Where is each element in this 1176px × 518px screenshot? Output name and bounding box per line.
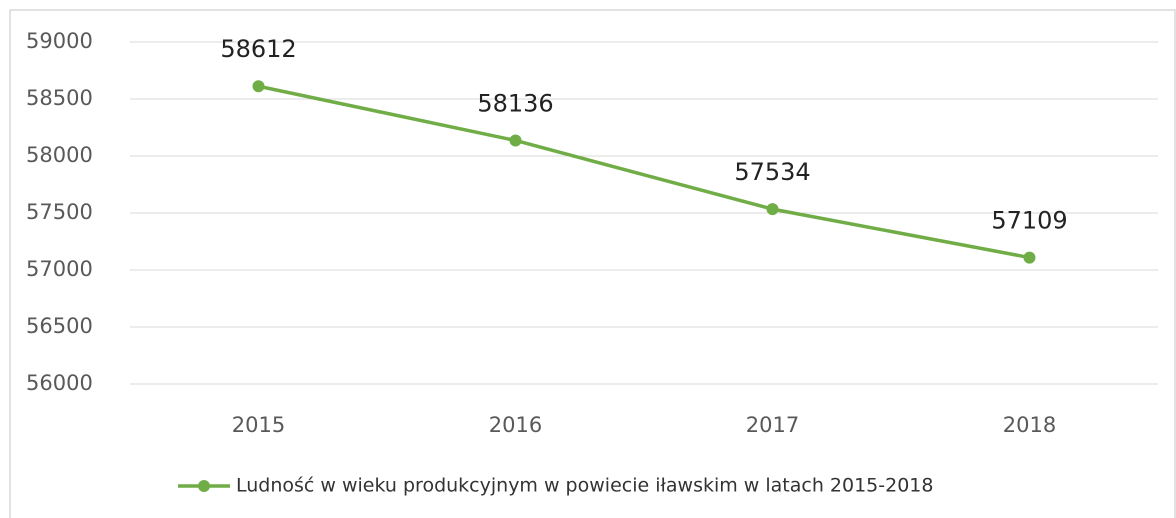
x-tick-label: 2017	[746, 413, 799, 437]
y-tick-label: 57000	[26, 257, 93, 281]
data-label: 57109	[991, 207, 1067, 235]
y-tick-label: 59000	[26, 29, 93, 53]
x-tick-label: 2016	[489, 413, 542, 437]
y-tick-label: 58000	[26, 143, 93, 167]
legend-label: Ludność w wieku produkcyjnym w powiecie …	[236, 475, 933, 497]
data-label: 57534	[734, 158, 810, 186]
y-tick-label: 57500	[26, 200, 93, 224]
marker	[1023, 251, 1036, 264]
y-tick-label: 56000	[26, 371, 93, 395]
marker	[252, 80, 265, 93]
marker	[766, 203, 779, 216]
marker	[509, 134, 522, 147]
line	[258, 84, 1030, 260]
y-tick-label: 58500	[26, 86, 93, 110]
data-label: 58612	[220, 35, 296, 63]
data-label: 58136	[477, 89, 553, 117]
x-tick-label: 2015	[232, 413, 285, 437]
legend-marker	[198, 480, 210, 492]
chart-frame	[9, 9, 1176, 518]
x-tick-label: 2018	[1003, 413, 1056, 437]
y-tick-label: 56500	[26, 314, 93, 338]
